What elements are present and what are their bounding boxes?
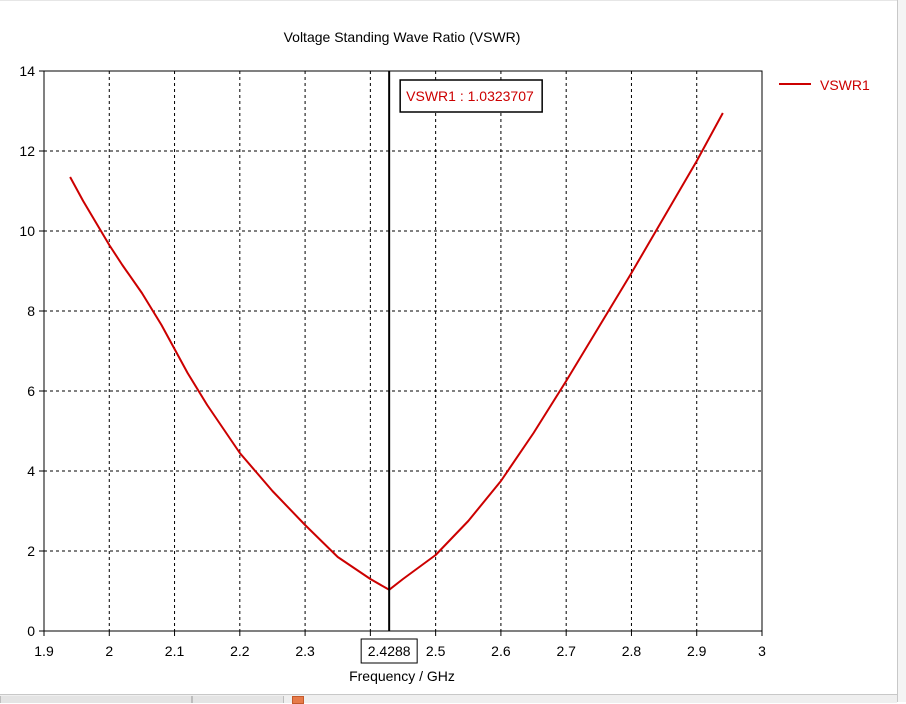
marker-x-label: 2.4288 <box>368 643 411 659</box>
grid-layer <box>44 71 762 631</box>
window-right-scroll-edge <box>897 0 906 702</box>
vswr-chart: Voltage Standing Wave Ratio (VSWR) 1.9 2 2… <box>19 29 870 684</box>
y-tick-label: 2 <box>27 543 35 559</box>
y-tick-label: 8 <box>27 303 35 319</box>
x-tick-label: 2.1 <box>165 643 185 659</box>
y-axis-ticks: 0 2 4 6 8 10 12 14 <box>19 63 44 639</box>
marker-label: VSWR1 : 1.0323707 <box>406 88 534 104</box>
plot-frame <box>43 70 763 632</box>
marker-box[interactable] <box>399 79 543 113</box>
x-tick-label: 2.9 <box>687 643 707 659</box>
chart-title: Voltage Standing Wave Ratio (VSWR) <box>284 29 521 45</box>
legend-label-vswr1: VSWR1 <box>820 77 870 93</box>
x-tick-label: 2.8 <box>622 643 642 659</box>
x-axis-title: Frequency / GHz <box>349 668 455 684</box>
x-tick-label: 2 <box>105 643 113 659</box>
x-tick-label: 2.2 <box>230 643 250 659</box>
x-axis-ticks: 1.922.12.22.32.42.52.62.72.82.93 <box>34 631 766 659</box>
tab-orange-icon[interactable] <box>292 696 304 704</box>
y-tick-label: 10 <box>19 223 35 239</box>
y-tick-label: 6 <box>27 383 35 399</box>
y-tick-label: 12 <box>19 143 35 159</box>
x-tick-label: 2.5 <box>426 643 446 659</box>
y-tick-label: 0 <box>27 623 35 639</box>
x-tick-label: 2.6 <box>491 643 511 659</box>
x-tick-label: 1.9 <box>34 643 54 659</box>
x-tick-label: 2.3 <box>295 643 315 659</box>
bottom-tab[interactable] <box>0 696 192 703</box>
x-tick-label: 3 <box>758 643 766 659</box>
y-tick-label: 14 <box>19 63 35 79</box>
x-tick-label: 2.7 <box>556 643 576 659</box>
marker-x-box <box>360 638 418 664</box>
bottom-tab[interactable] <box>192 696 284 703</box>
y-tick-label: 4 <box>27 463 35 479</box>
window-top-edge <box>0 0 906 1</box>
series-line-vswr1 <box>69 112 724 591</box>
